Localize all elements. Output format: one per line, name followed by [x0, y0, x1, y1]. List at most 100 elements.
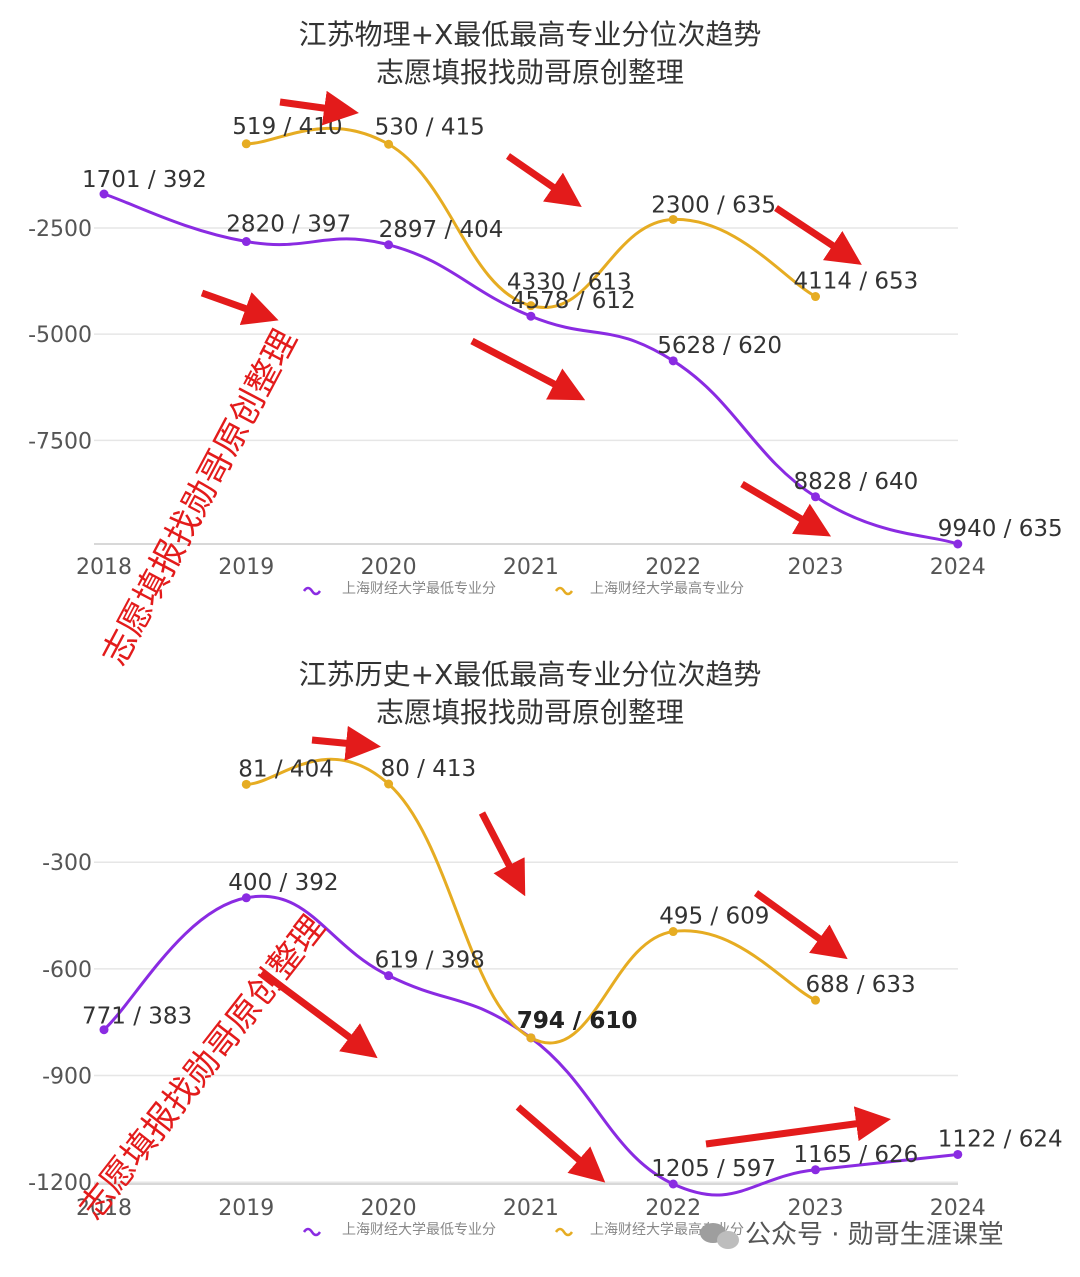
data-label: 619 / 398 — [375, 948, 485, 974]
arrow-icon — [311, 725, 381, 761]
data-point[interactable] — [99, 1025, 109, 1035]
data-point[interactable] — [668, 927, 678, 937]
arrow-icon — [506, 153, 582, 207]
arrow-icon — [279, 90, 359, 126]
footer-text: 公众号 · 勋哥生涯课堂 — [745, 1220, 1004, 1250]
x-tick-label: 2021 — [503, 555, 559, 580]
data-point[interactable] — [811, 1165, 820, 1175]
data-point[interactable] — [99, 189, 109, 199]
y-tick-label: -900 — [42, 1065, 92, 1090]
x-tick-label: 2023 — [788, 555, 844, 580]
data-label: 1165 / 626 — [794, 1142, 919, 1168]
data-point[interactable] — [241, 893, 251, 903]
y-tick-label: -2500 — [28, 217, 92, 242]
data-label: 81 / 404 — [238, 756, 334, 782]
x-tick-label: 2019 — [218, 1196, 274, 1221]
chart-title: 江苏历史+X最低最高专业分位次趋势 — [299, 658, 762, 691]
x-tick-label: 2023 — [788, 1196, 844, 1221]
data-label: 2897 / 404 — [379, 217, 504, 243]
x-tick-label: 2024 — [930, 555, 986, 580]
legend-label-low: 上海财经大学最低专业分 — [342, 1222, 496, 1238]
chart-subtitle: 志愿填报找勋哥原创整理 — [376, 696, 684, 729]
data-point[interactable] — [811, 995, 820, 1005]
data-point[interactable] — [811, 292, 820, 302]
arrow-icon — [515, 1104, 606, 1183]
data-label: 2820 / 397 — [226, 212, 351, 238]
arrow-icon — [774, 205, 862, 265]
data-label: 4578 / 612 — [511, 288, 636, 314]
data-point[interactable] — [811, 492, 820, 502]
data-point[interactable] — [953, 1149, 963, 1159]
watermark-text: 志愿填报找勋哥原创整理 — [95, 323, 306, 672]
data-point[interactable] — [526, 1033, 536, 1043]
y-tick-label: -7500 — [28, 429, 92, 454]
x-tick-label: 2020 — [361, 1196, 417, 1221]
x-tick-label: 2020 — [361, 555, 417, 580]
data-point[interactable] — [241, 237, 251, 247]
annotation-arrows — [200, 90, 891, 1183]
data-point[interactable] — [384, 139, 394, 149]
arrow-icon — [753, 890, 848, 960]
data-label: 519 / 410 — [232, 114, 342, 140]
data-label: 794 / 610 — [517, 1008, 637, 1034]
data-point[interactable] — [526, 301, 536, 311]
watermark-text: 志愿填报找勋哥原创整理 — [72, 908, 334, 1227]
chart-legend: 上海财经大学最低专业分 上海财经大学最高专业分 — [302, 1221, 744, 1238]
x-tick-label: 2019 — [218, 555, 274, 580]
data-point[interactable] — [241, 779, 251, 789]
x-tick-label: 2021 — [503, 1196, 559, 1221]
arrow-icon — [259, 969, 378, 1059]
data-label: 9940 / 635 — [938, 516, 1063, 542]
data-label: 5628 / 620 — [657, 333, 782, 359]
history-trend-chart: 江苏历史+X最低最高专业分位次趋势 志愿填报找勋哥原创整理 -300 -600 -9… — [28, 658, 1063, 1238]
arrow-icon — [740, 480, 832, 537]
x-tick-label: 2018 — [76, 1196, 132, 1221]
data-point[interactable] — [384, 240, 394, 250]
y-tick-label: -5000 — [28, 323, 92, 348]
data-point[interactable] — [241, 139, 251, 149]
data-label: 688 / 633 — [806, 972, 916, 998]
legend-label-high: 上海财经大学最高专业分 — [590, 580, 744, 597]
x-tick-label: 2024 — [930, 1196, 986, 1221]
physics-trend-chart: 江苏物理+X最低最高专业分位次趋势 志愿填报找勋哥原创整理 -2500 -5000… — [28, 18, 1063, 597]
legend-label-low: 上海财经大学最低专业分 — [342, 581, 496, 597]
x-tick-label: 2018 — [76, 555, 132, 580]
data-label: 1701 / 392 — [82, 167, 207, 193]
footer: 公众号 · 勋哥生涯课堂 — [700, 1220, 1004, 1250]
x-tick-label: 2022 — [645, 1196, 701, 1221]
legend-item-low[interactable]: 上海财经大学最低专业分 — [302, 1222, 496, 1238]
arrow-icon — [470, 337, 586, 401]
data-point[interactable] — [384, 971, 394, 981]
wechat-icon — [700, 1223, 739, 1249]
data-point[interactable] — [384, 779, 394, 789]
x-tick-label: 2022 — [645, 555, 701, 580]
chart-title: 江苏物理+X最低最高专业分位次趋势 — [299, 18, 762, 51]
legend-item-low[interactable]: 上海财经大学最低专业分 — [302, 581, 496, 597]
arrow-icon — [705, 1106, 891, 1148]
data-point[interactable] — [953, 539, 963, 549]
data-point[interactable] — [526, 311, 536, 321]
data-label: 1122 / 624 — [938, 1126, 1063, 1152]
data-point[interactable] — [668, 356, 678, 366]
data-point[interactable] — [668, 1179, 678, 1189]
data-label: 8828 / 640 — [794, 469, 919, 495]
arrow-icon — [200, 289, 279, 326]
data-label: 400 / 392 — [228, 870, 338, 896]
data-label: 2300 / 635 — [651, 192, 776, 218]
y-tick-label: -300 — [42, 851, 92, 876]
series-line-high — [246, 757, 817, 1045]
data-label: 4114 / 653 — [794, 269, 919, 295]
legend-item-high[interactable]: 上海财经大学最高专业分 — [554, 580, 744, 597]
data-label: 495 / 609 — [659, 904, 769, 930]
chart-subtitle: 志愿填报找勋哥原创整理 — [376, 56, 684, 89]
data-label: 80 / 413 — [381, 756, 477, 782]
y-tick-label: -600 — [42, 958, 92, 983]
data-label: 794 / 610 — [517, 1008, 637, 1034]
chart-legend: 上海财经大学最低专业分 上海财经大学最高专业分 — [302, 580, 744, 597]
data-label: 771 / 383 — [82, 1004, 192, 1030]
data-label: 530 / 415 — [375, 114, 485, 140]
data-label: 1205 / 597 — [651, 1156, 776, 1182]
data-point[interactable] — [668, 214, 678, 224]
arrow-icon — [478, 811, 526, 897]
